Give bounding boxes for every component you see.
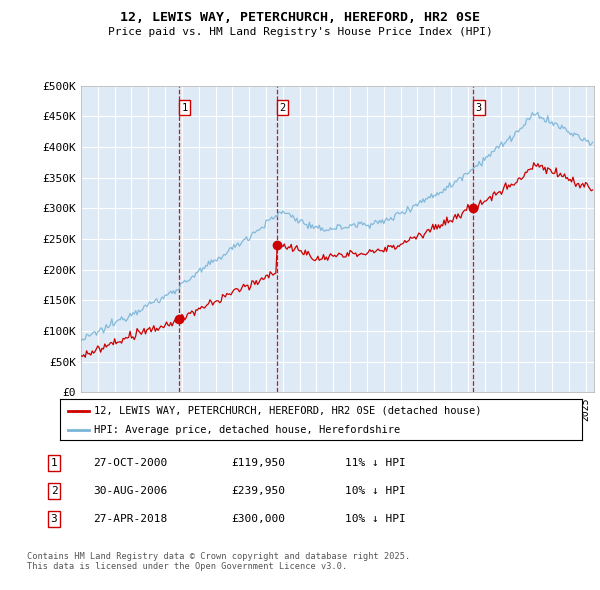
Text: 10% ↓ HPI: 10% ↓ HPI [345, 514, 406, 524]
Text: 2: 2 [280, 103, 286, 113]
Text: 1: 1 [181, 103, 188, 113]
Text: £119,950: £119,950 [231, 458, 285, 468]
Text: 11% ↓ HPI: 11% ↓ HPI [345, 458, 406, 468]
Text: £300,000: £300,000 [231, 514, 285, 524]
Text: 12, LEWIS WAY, PETERCHURCH, HEREFORD, HR2 0SE: 12, LEWIS WAY, PETERCHURCH, HEREFORD, HR… [120, 11, 480, 24]
Text: HPI: Average price, detached house, Herefordshire: HPI: Average price, detached house, Here… [94, 425, 400, 434]
Text: Contains HM Land Registry data © Crown copyright and database right 2025.
This d: Contains HM Land Registry data © Crown c… [27, 552, 410, 571]
Text: 3: 3 [50, 514, 58, 524]
Text: 12, LEWIS WAY, PETERCHURCH, HEREFORD, HR2 0SE (detached house): 12, LEWIS WAY, PETERCHURCH, HEREFORD, HR… [94, 406, 481, 416]
Text: 2: 2 [50, 486, 58, 496]
Text: 27-OCT-2000: 27-OCT-2000 [93, 458, 167, 468]
Text: 3: 3 [476, 103, 482, 113]
Text: 1: 1 [50, 458, 58, 468]
Text: 30-AUG-2006: 30-AUG-2006 [93, 486, 167, 496]
Text: Price paid vs. HM Land Registry's House Price Index (HPI): Price paid vs. HM Land Registry's House … [107, 27, 493, 37]
Text: 10% ↓ HPI: 10% ↓ HPI [345, 486, 406, 496]
Text: 27-APR-2018: 27-APR-2018 [93, 514, 167, 524]
Text: £239,950: £239,950 [231, 486, 285, 496]
